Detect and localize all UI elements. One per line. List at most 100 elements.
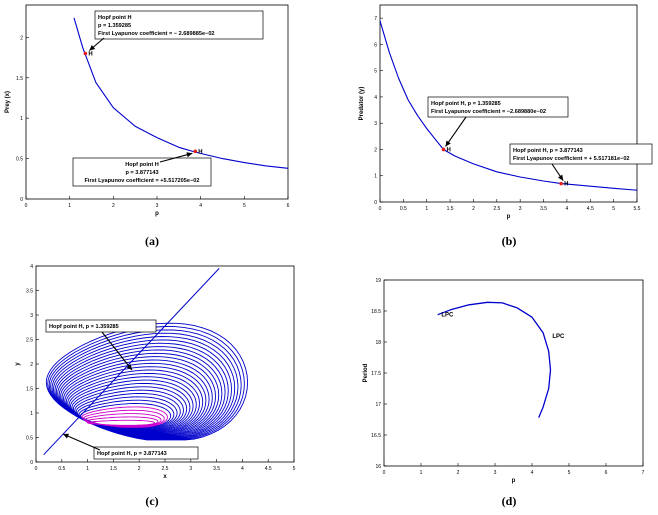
chart-c-ytick-label: 0: [30, 460, 33, 466]
chart-a-ytick-label: 1: [20, 116, 23, 122]
chart-d-ytick-label: 18.5: [371, 309, 381, 315]
chart-c-ytick-label: 2.5: [26, 338, 33, 344]
chart-b-annotation-1-box: [427, 96, 569, 118]
chart-d-lpc-label: LPC: [441, 313, 454, 319]
chart-c-annotation-2-arrow-head: [63, 433, 69, 439]
chart-b-annotation-2-box: [509, 143, 653, 165]
caption-a: (a): [145, 234, 159, 248]
chart-a-hopf-point-label: H: [198, 149, 202, 155]
chart-c-limit-cycle: [52, 339, 232, 438]
chart-a-ytick-label: 0.5: [16, 157, 23, 163]
chart-d-xtick-label: 7: [642, 470, 645, 476]
chart-c-limit-cycle: [55, 346, 226, 437]
chart-d-xtick-label: 0: [383, 470, 386, 476]
chart-c-limit-cycle: [64, 366, 207, 434]
chart-b-hopf-point-label: H: [447, 147, 451, 153]
chart-a-annotation-2-line: p = 3.877143: [125, 170, 158, 176]
chart-c-annotation-2-line: Hopf point H, p = 3.877143: [97, 451, 167, 457]
chart-b-xtick-label: 1: [425, 206, 428, 212]
chart-a-ytick-label: 2: [20, 35, 23, 41]
chart-a-xtick-label: 5: [243, 203, 246, 209]
chart-d-ytick-label: 17: [375, 402, 381, 408]
chart-b-annotation-2-arrow-head: [557, 174, 564, 181]
chart-a-annotation-2-arrow-head: [186, 152, 193, 158]
chart-a-xtick-label: 1: [68, 203, 71, 209]
chart-a-annotation-1-arrow-head: [89, 45, 96, 51]
chart-c-limit-cycle: [68, 376, 197, 433]
chart-c-limit-cycle: [54, 342, 229, 438]
chart-d-xtick-label: 3: [494, 470, 497, 476]
chart-d-lpc-label: LPC: [552, 334, 565, 340]
chart-d-ytick-label: 16: [375, 464, 381, 470]
chart-a-hopf-point: [83, 51, 88, 56]
chart-c-x-axis-label: x: [163, 474, 167, 480]
chart-c-xtick-label: 2: [138, 466, 141, 472]
chart-a-xtick-label: 4: [199, 203, 202, 209]
chart-d-xtick-label: 5: [568, 470, 571, 476]
chart-c-annotation-1-arrow-shaft: [101, 331, 133, 371]
chart-b-xtick-label: 4.5: [587, 206, 594, 212]
chart-c-limit-cycle: [45, 322, 249, 441]
chart-c-limit-cycle: [78, 399, 175, 429]
chart-a-annotation-2-box: [72, 157, 212, 187]
chart-c-limit-cycle: [71, 382, 191, 432]
chart-c-ytick-label: 0.5: [26, 436, 33, 442]
chart-b-ytick-label: 7: [374, 16, 377, 22]
chart-b-annotation-1-line: Hopf point H, p = 1.359285: [431, 101, 501, 107]
chart-panel-d: 0 1 2 3 4 5 6 7 16 16.5 17 17.5 18 18.5 19 p Period LPC LP…: [340, 258, 658, 486]
chart-d-svg: 0 1 2 3 4 5 6 7 16 16.5 17 17.5 18 18.5 19 p Period LPC LP…: [363, 278, 645, 484]
chart-d-y-axis-label: Period: [363, 363, 369, 382]
chart-c-xtick-label: 4: [241, 466, 244, 472]
chart-b-svg: 0 0.5 1 1.5 2 2.5 3 3.5 4 4.5 5 5.5 0 1 2 3 4 5 6 7 p Predato…: [359, 4, 653, 220]
chart-b-ytick-label: 1: [374, 174, 377, 180]
chart-a-annotation-1-line: Hopf point H: [98, 15, 132, 21]
chart-b-hopf-point: [559, 181, 563, 186]
chart-c-limit-cycle: [60, 356, 216, 436]
chart-c-annotation-1-box: [45, 319, 157, 333]
chart-c-ytick-label: 4: [30, 264, 33, 270]
chart-b-xtick-label: 0: [379, 206, 382, 212]
chart-b-annotation-2-line: Hopf point H, p = 3.877143: [513, 148, 583, 154]
caption-d: (d): [501, 494, 517, 508]
chart-c-ytick-label: 1.5: [26, 387, 33, 393]
chart-c-xtick-label: 3: [189, 466, 192, 472]
chart-c-xtick-label: 2.5: [162, 466, 169, 472]
chart-c-ytick-label: 2: [30, 362, 33, 368]
chart-a-x-axis-label: p: [155, 211, 159, 217]
chart-a-annotation-1-line: First Lyapunov coefficient = − 2.689885e…: [98, 31, 215, 37]
chart-c-xtick-label: 5: [293, 466, 296, 472]
chart-c-limit-cycle: [48, 329, 242, 440]
chart-d-xtick-label: 1: [420, 470, 423, 476]
chart-a-annotation-2-line: Hopf point H: [125, 162, 159, 168]
chart-b-annotation-2-line: First Lyapunov coefficient = + 5.517181e…: [513, 156, 630, 162]
chart-a-ytick-label: 1.5: [16, 76, 23, 82]
chart-b-xtick-label: 1.5: [447, 206, 454, 212]
chart-c-limit-cycle: [51, 336, 236, 439]
chart-panel-c: 0 0.5 1 1.5 2 2.5 3 3.5 4 4.5 5 0 0.5 1 1.5 2 2.5 3 3.5 4 x y…: [0, 258, 318, 486]
chart-a-annotation-2-line: First Lyapunov coefficient = +5.517205e−…: [85, 178, 200, 184]
chart-c-limit-cycle: [61, 359, 213, 435]
chart-a-y-axis-label: Prey (x): [5, 91, 11, 113]
chart-c-ytick-label: 1: [30, 411, 33, 417]
chart-b-y-axis-label: Predator (y): [359, 87, 365, 121]
chart-b-hopf-point: [441, 147, 446, 152]
chart-d-xtick-label: 4: [531, 470, 534, 476]
chart-c-limit-cycle: [70, 379, 194, 432]
chart-c-limit-cycle: [86, 419, 156, 426]
chart-c-limit-cycle: [57, 349, 223, 437]
chart-c-limit-cycle: [82, 409, 165, 428]
chart-b-ytick-label: 4: [374, 95, 377, 101]
chart-a-svg: 0 1 2 3 4 5 6 0 0.5 1 1.5 2 p Prey (x) H H Hopf point H p…: [5, 4, 290, 217]
chart-d-series-line: [437, 301, 552, 418]
chart-c-annotation-1-line: Hopf point H, p = 1.359285: [49, 324, 119, 330]
chart-a-xtick-label: 0: [25, 203, 28, 209]
chart-a-hopf-point: [193, 149, 198, 154]
chart-c-annotation-1-arrow-head: [126, 364, 132, 370]
chart-b-ytick-label: 2: [374, 147, 377, 153]
chart-c-annotation-2-arrow-shaft: [62, 433, 101, 451]
chart-a-xtick-label: 6: [287, 203, 290, 209]
chart-d-xtick-label: 6: [605, 470, 608, 476]
chart-panel-a: 0 1 2 3 4 5 6 0 0.5 1 1.5 2 p Prey (x) H H Hopf point H p…: [0, 0, 318, 225]
chart-c-equilibrium-line: [43, 268, 220, 456]
chart-b-plot-frame: [379, 4, 638, 203]
